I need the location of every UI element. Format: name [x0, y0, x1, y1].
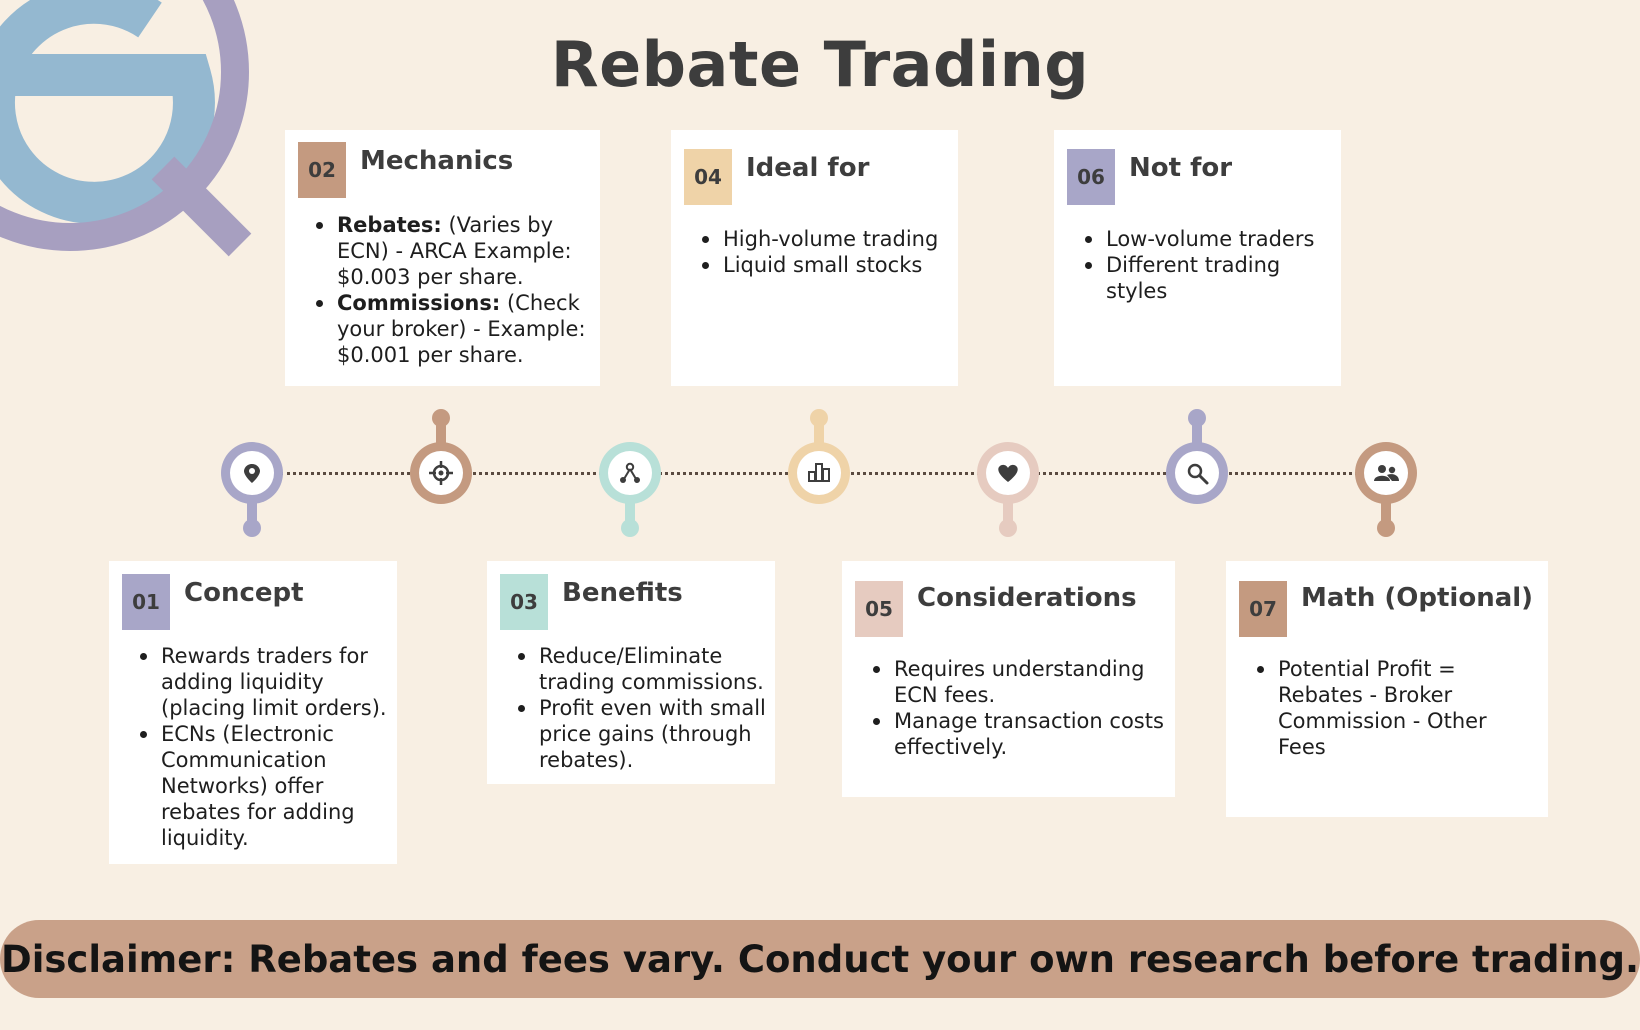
list-item: Liquid small stocks	[699, 252, 949, 278]
card-list: Requires understanding ECN fees. Manage …	[870, 656, 1165, 760]
card-math: 07 Math (Optional) Potential Profit = Re…	[1226, 561, 1548, 817]
card-list: Rebates: (Varies by ECN) - ARCA Example:…	[313, 212, 588, 368]
list-item: ECNs (Electronic Communication Networks)…	[137, 721, 389, 851]
card-number-badge: 04	[684, 149, 732, 205]
list-item: Rebates: (Varies by ECN) - ARCA Example:…	[313, 212, 588, 290]
card-title: Concept	[184, 578, 304, 608]
card-list: Reduce/Eliminate trading commissions. Pr…	[515, 643, 771, 773]
card-number-badge: 07	[1239, 581, 1287, 637]
list-item: Different trading styles	[1082, 252, 1322, 304]
card-title: Benefits	[562, 578, 683, 608]
card-list: Rewards traders for adding liquidity (pl…	[137, 643, 389, 851]
people-icon	[1374, 465, 1399, 481]
list-item: Commissions: (Check your broker) - Examp…	[313, 290, 588, 368]
card-concept: 01 Concept Rewards traders for adding li…	[109, 561, 397, 864]
magnifier-icon	[1187, 463, 1209, 485]
timeline-node	[788, 409, 850, 504]
card-number-badge: 03	[500, 574, 548, 630]
card-number-badge: 02	[298, 142, 346, 198]
list-item: Manage transaction costs effectively.	[870, 708, 1165, 760]
page-title: Rebate Trading	[550, 28, 1090, 101]
timeline-node	[599, 442, 661, 537]
card-title: Ideal for	[746, 153, 870, 183]
heart-icon	[998, 464, 1018, 482]
logo	[0, 0, 252, 257]
card-title: Not for	[1129, 153, 1233, 183]
card-mechanics: 02 Mechanics Rebates: (Varies by ECN) - …	[285, 130, 600, 386]
disclaimer-banner: Disclaimer: Rebates and fees vary. Condu…	[0, 920, 1640, 998]
card-title: Considerations	[917, 583, 1137, 613]
bar-chart-icon	[808, 463, 830, 482]
card-number-badge: 05	[855, 581, 903, 637]
card-number-badge: 01	[122, 574, 170, 630]
timeline-node	[1355, 442, 1417, 537]
timeline-node	[221, 442, 283, 537]
network-icon	[620, 462, 640, 483]
list-item: Reduce/Eliminate trading commissions.	[515, 643, 771, 695]
timeline-node	[410, 409, 472, 504]
card-considerations: 05 Considerations Requires understanding…	[842, 561, 1175, 797]
list-item: High-volume trading	[699, 226, 949, 252]
card-list: High-volume trading Liquid small stocks	[699, 226, 949, 278]
card-title: Math (Optional)	[1301, 583, 1534, 613]
card-not-for: 06 Not for Low-volume traders Different …	[1054, 130, 1341, 386]
list-item: Requires understanding ECN fees.	[870, 656, 1165, 708]
card-ideal-for: 04 Ideal for High-volume trading Liquid …	[671, 130, 958, 386]
card-list: Low-volume traders Different trading sty…	[1082, 226, 1322, 304]
list-item: Potential Profit = Rebates - Broker Comm…	[1254, 656, 1509, 760]
timeline-node	[977, 442, 1039, 537]
timeline-node	[1166, 409, 1228, 504]
card-benefits: 03 Benefits Reduce/Eliminate trading com…	[487, 561, 775, 784]
card-list: Potential Profit = Rebates - Broker Comm…	[1254, 656, 1509, 760]
list-item: Profit even with small price gains (thro…	[515, 695, 771, 773]
card-number-badge: 06	[1067, 149, 1115, 205]
list-item: Rewards traders for adding liquidity (pl…	[137, 643, 389, 721]
crosshair-icon	[429, 461, 453, 485]
card-title: Mechanics	[360, 146, 514, 176]
list-item: Low-volume traders	[1082, 226, 1322, 252]
location-pin-icon	[244, 464, 260, 483]
